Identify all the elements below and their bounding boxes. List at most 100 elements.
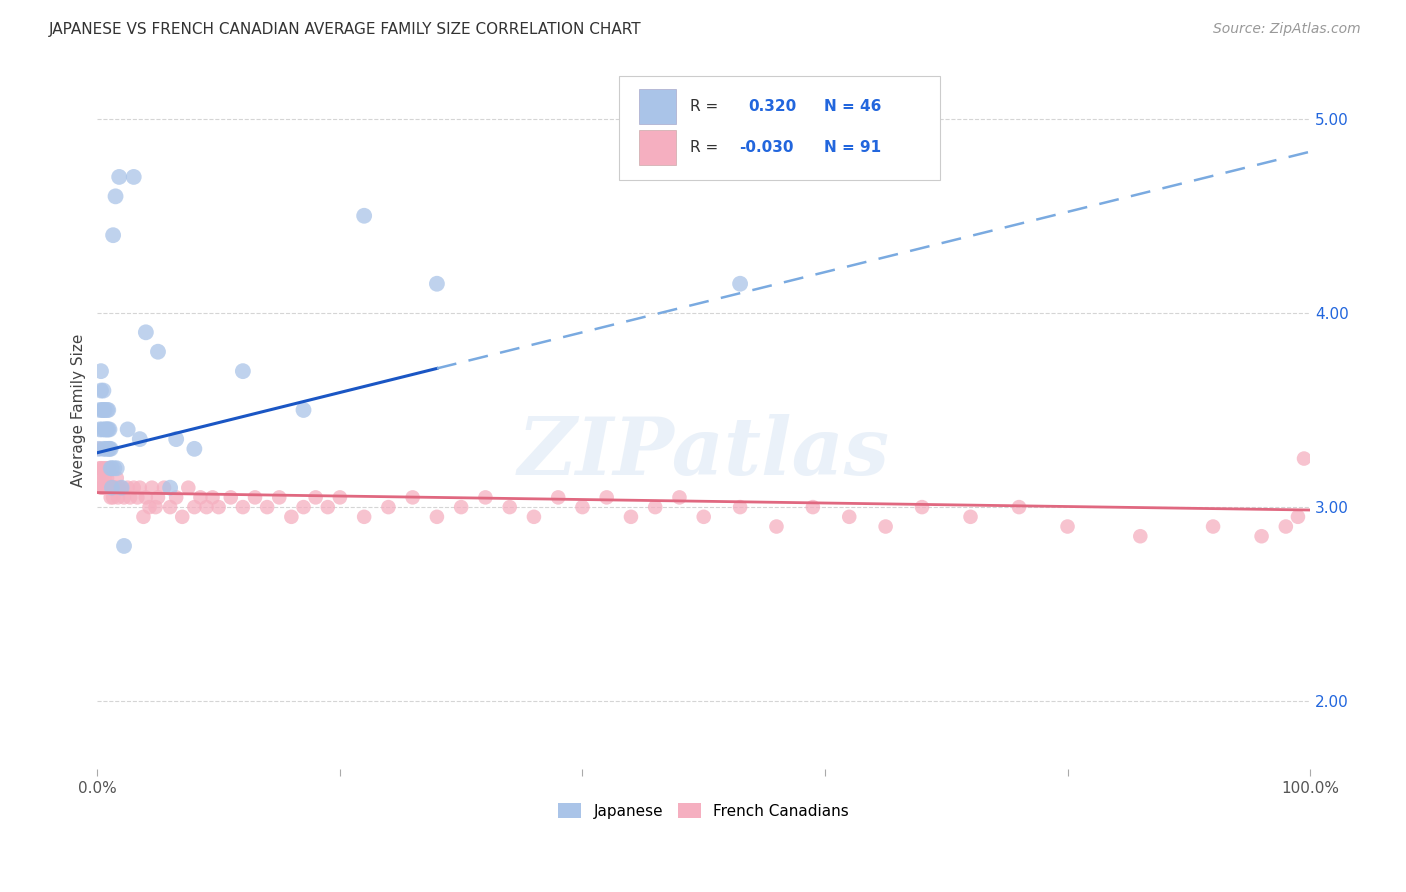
Point (256, 500, 278, 515)
Point (94, 461, 117, 475)
Point (1275, 519, 1298, 533)
Point (103, 481, 125, 495)
Point (177, 481, 200, 495)
Point (911, 500, 934, 515)
Point (93, 481, 115, 495)
Text: ZIPatlas: ZIPatlas (517, 415, 890, 491)
Point (693, 509, 716, 524)
Point (108, 481, 131, 495)
Point (100, 461, 122, 475)
Point (103, 461, 125, 475)
Legend: Japanese, French Canadians: Japanese, French Canadians (551, 795, 856, 826)
Point (316, 500, 339, 515)
Point (96, 471, 118, 485)
Point (110, 481, 132, 495)
Point (146, 344, 169, 359)
Point (146, 491, 169, 505)
Text: R =: R = (690, 99, 718, 114)
Point (89, 403, 111, 417)
Point (97, 442, 120, 456)
Bar (640, 89, 676, 124)
Point (499, 500, 522, 515)
Point (1008, 500, 1031, 515)
Point (135, 326, 157, 340)
Y-axis label: Average Family Size: Average Family Size (72, 334, 86, 487)
Point (104, 481, 127, 495)
Point (93, 403, 115, 417)
Point (596, 491, 619, 505)
Point (97, 422, 120, 436)
Point (292, 500, 315, 515)
Point (959, 509, 981, 524)
Point (89, 422, 111, 436)
Point (90, 481, 112, 495)
Point (329, 491, 352, 505)
Point (183, 500, 205, 515)
Point (232, 364, 254, 378)
Point (141, 481, 163, 495)
Point (269, 491, 291, 505)
Point (107, 491, 129, 505)
Point (128, 481, 150, 495)
Point (571, 500, 593, 515)
Point (165, 432, 187, 446)
Point (117, 481, 139, 495)
Point (94, 442, 117, 456)
Point (165, 491, 187, 505)
Point (1202, 519, 1225, 533)
Point (122, 481, 145, 495)
Point (90, 364, 112, 378)
Text: R =: R = (690, 140, 718, 155)
Text: N = 46: N = 46 (824, 99, 882, 114)
Point (93, 422, 115, 436)
Point (426, 277, 449, 291)
Point (101, 461, 124, 475)
Point (101, 491, 124, 505)
Point (801, 500, 824, 515)
Point (195, 500, 218, 515)
Point (94, 481, 117, 495)
Bar (640, 130, 676, 165)
Point (87, 471, 110, 485)
Point (93, 481, 115, 495)
Point (100, 442, 122, 456)
Point (87, 442, 110, 456)
Point (105, 461, 128, 475)
Point (94, 422, 117, 436)
Point (547, 491, 569, 505)
Point (1129, 529, 1152, 543)
Point (110, 481, 132, 495)
Text: -0.030: -0.030 (740, 140, 793, 155)
Point (96, 403, 118, 417)
Point (426, 509, 449, 524)
Point (97, 481, 120, 495)
Point (93, 384, 115, 398)
Point (122, 169, 145, 184)
Point (98, 422, 121, 436)
Point (90, 384, 112, 398)
Point (474, 491, 496, 505)
Point (172, 509, 194, 524)
Point (875, 519, 897, 533)
Point (91, 403, 114, 417)
Point (280, 509, 302, 524)
Point (91, 481, 114, 495)
Point (353, 209, 375, 223)
Point (127, 491, 149, 505)
Point (159, 500, 181, 515)
Point (98, 442, 121, 456)
Point (112, 491, 135, 505)
Point (128, 432, 150, 446)
Point (304, 491, 326, 505)
Point (728, 277, 751, 291)
Point (1056, 519, 1078, 533)
Point (402, 491, 425, 505)
Point (377, 500, 399, 515)
Point (135, 491, 157, 505)
Point (219, 491, 242, 505)
Point (145, 500, 167, 515)
Point (108, 169, 131, 184)
Point (232, 500, 254, 515)
Point (98, 481, 121, 495)
Point (89, 442, 111, 456)
